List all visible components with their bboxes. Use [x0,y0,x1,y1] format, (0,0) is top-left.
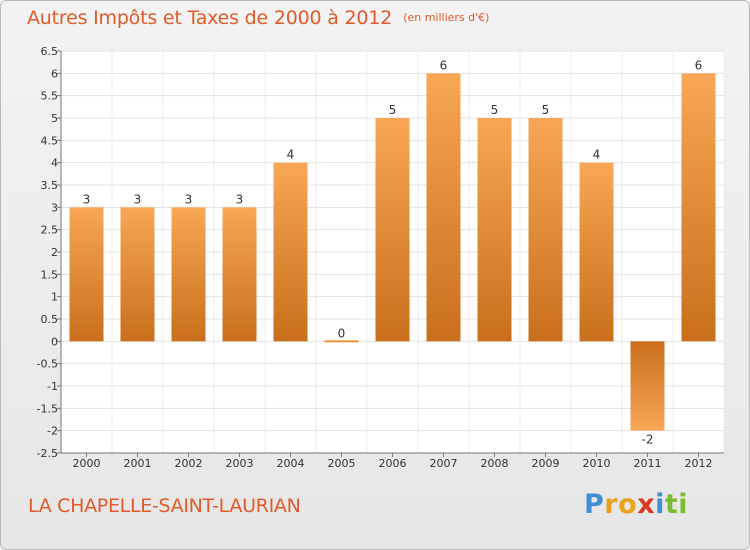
bar [681,73,716,342]
x-tick-label: 2010 [583,457,611,470]
y-tick-label: -2 [47,425,58,438]
y-tick-label: 0 [51,335,58,348]
y-tick-label: 1.5 [41,268,59,281]
bar [528,118,563,342]
y-tick-label: 3 [51,201,58,214]
bar-value-label: 4 [593,148,601,162]
bars: 3 3 3 3 4 0 5 6 5 5 4 -2 6 [69,58,716,447]
y-tick-label: 0.5 [41,313,59,326]
x-tick-label: 2002 [175,457,203,470]
bar [171,207,206,342]
y-tick-label: 4 [51,157,58,170]
x-tick-label: 2006 [379,457,407,470]
x-tick-label: 2000 [73,457,101,470]
y-tick-label: 5 [51,112,58,125]
commune-name: LA CHAPELLE-SAINT-LAURIAN [28,495,301,517]
bar-value-label: 3 [236,192,244,206]
x-tick-label: 2004 [277,457,305,470]
bar [375,118,410,342]
y-tick-label: -2.5 [37,447,58,460]
bar [630,341,665,431]
x-tick-label: 2003 [226,457,254,470]
bar [69,207,104,342]
y-tick-label: 1 [51,291,58,304]
proxiti-logo: Proxiti [584,489,688,520]
y-tick-label: -1 [47,380,58,393]
y-tick-label: 5.5 [41,90,59,103]
x-tick-label: 2007 [430,457,458,470]
bar-value-label: 4 [287,148,295,162]
x-tick-label: 2001 [124,457,152,470]
axes: -2.5 -2 -1.5 -1 -0.5 0 0.5 1 1.5 2 2.5 3 3.5 4 4.5 5 5.5… [37,45,724,470]
x-tick-label: 2009 [532,457,560,470]
bar [579,162,614,342]
logo-letter: i [655,489,665,520]
chart-unit-label: (en milliers d'€) [403,11,490,24]
bar-value-label: 0 [338,326,346,340]
bar [222,207,257,342]
y-tick-label: -0.5 [37,358,58,371]
y-tick-label: 6 [51,67,58,80]
chart-title-row: Autres Impôts et Taxes de 2000 à 2012 (e… [27,7,489,29]
y-tick-label: 2.5 [41,224,59,237]
bar-value-label: 3 [83,192,91,206]
bar-value-label: 6 [440,58,448,72]
bar [324,340,359,343]
bar [120,207,155,342]
x-tick-label: 2008 [481,457,509,470]
bar-value-label: 3 [134,192,142,206]
bar-value-label: 5 [389,103,397,117]
y-tick-label: 3.5 [41,179,59,192]
y-tick-label: 2 [51,246,58,259]
x-tick-label: 2005 [328,457,356,470]
bar [477,118,512,342]
logo-letter: r [604,489,619,520]
logo-letter: i [678,489,689,520]
chart-title: Autres Impôts et Taxes de 2000 à 2012 [27,7,393,29]
bar-value-label: 3 [185,192,193,206]
x-tick-label: 2011 [634,457,662,470]
bar-value-label: 6 [695,58,703,72]
y-tick-label: -1.5 [37,402,58,415]
bar [273,162,308,342]
logo-letter: x [637,489,656,520]
bar-value-label: 5 [491,103,499,117]
bar [426,73,461,342]
bar-value-label: -2 [642,433,654,447]
x-tick-label: 2012 [685,457,713,470]
y-tick-label: 4.5 [41,134,59,147]
y-tick-label: 6.5 [41,45,59,58]
bar-value-label: 5 [542,103,550,117]
logo-letter: P [584,489,605,520]
logo-letter: t [664,489,679,520]
logo-letter: o [618,489,638,520]
